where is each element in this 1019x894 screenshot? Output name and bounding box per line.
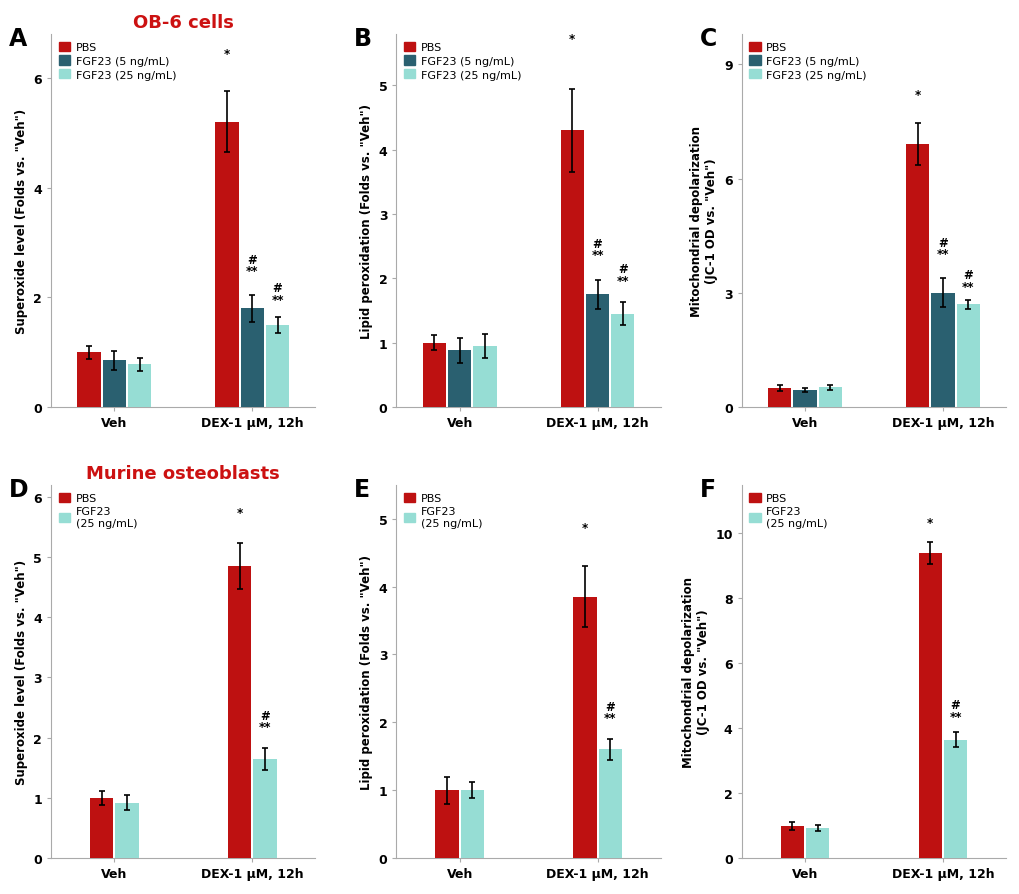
Text: B: B [354,28,372,51]
Text: D: D [9,477,29,502]
Bar [240,309,264,408]
Bar [780,826,803,858]
Text: *: * [569,33,575,46]
Legend: PBS, FGF23
(25 ng/mL): PBS, FGF23 (25 ng/mL) [747,491,829,531]
Bar [77,353,101,408]
Legend: PBS, FGF23 (5 ng/mL), FGF23 (25 ng/mL): PBS, FGF23 (5 ng/mL), FGF23 (25 ng/mL) [57,40,178,83]
Legend: PBS, FGF23
(25 ng/mL): PBS, FGF23 (25 ng/mL) [57,491,140,531]
Text: #
**: # ** [591,237,603,262]
Bar [818,388,841,408]
Bar [447,351,471,408]
Text: *: * [223,47,230,61]
Bar [905,145,928,408]
Y-axis label: Superoxide level (Folds vs. "Veh"): Superoxide level (Folds vs. "Veh") [14,560,28,784]
Bar [956,305,979,408]
Text: *: * [914,89,920,102]
Title: OB-6 cells: OB-6 cells [132,14,233,32]
Bar [253,759,276,858]
Y-axis label: Mitochondrial depolarization
(JC-1 OD vs. "Veh"): Mitochondrial depolarization (JC-1 OD vs… [690,126,717,316]
Text: A: A [9,28,28,51]
Bar [473,347,496,408]
Bar [228,567,251,858]
Bar [793,391,816,408]
Bar [115,803,139,858]
Text: F: F [699,477,715,502]
Bar [767,389,791,408]
Text: #
**: # ** [949,698,961,723]
Bar [103,361,125,408]
Bar [90,798,113,858]
Y-axis label: Lipid peroxidation (Folds vs. "Veh"): Lipid peroxidation (Folds vs. "Veh") [360,104,373,339]
Text: #
**: # ** [246,253,258,278]
Bar [573,597,596,858]
Bar [930,293,954,408]
Bar [461,790,483,858]
Title: Murine osteoblasts: Murine osteoblasts [87,464,280,483]
Text: #
**: # ** [935,236,949,261]
Text: #
**: # ** [616,263,629,288]
Bar [560,131,583,408]
Bar [805,829,828,858]
Legend: PBS, FGF23 (5 ng/mL), FGF23 (25 ng/mL): PBS, FGF23 (5 ng/mL), FGF23 (25 ng/mL) [747,40,868,83]
Legend: PBS, FGF23 (5 ng/mL), FGF23 (25 ng/mL): PBS, FGF23 (5 ng/mL), FGF23 (25 ng/mL) [401,40,523,83]
Bar [266,325,289,408]
Bar [435,790,459,858]
Text: #
**: # ** [271,282,283,307]
Y-axis label: Lipid peroxidation (Folds vs. "Veh"): Lipid peroxidation (Folds vs. "Veh") [360,554,373,789]
Text: #
**: # ** [259,709,271,734]
Bar [610,315,634,408]
Bar [127,365,151,408]
Bar [585,295,608,408]
Text: *: * [581,521,588,534]
Text: C: C [699,28,716,51]
Bar [215,122,238,408]
Text: #
**: # ** [603,700,615,724]
Y-axis label: Mitochondrial depolarization
(JC-1 OD vs. "Veh"): Mitochondrial depolarization (JC-1 OD vs… [681,577,709,767]
Text: E: E [354,477,370,502]
Text: *: * [926,517,932,529]
Bar [598,750,622,858]
Y-axis label: Superoxide level (Folds vs. "Veh"): Superoxide level (Folds vs. "Veh") [14,109,28,333]
Bar [422,343,445,408]
Text: #
**: # ** [961,269,973,293]
Bar [943,739,966,858]
Bar [918,553,941,858]
Text: *: * [236,507,243,519]
Legend: PBS, FGF23
(25 ng/mL): PBS, FGF23 (25 ng/mL) [401,491,484,531]
